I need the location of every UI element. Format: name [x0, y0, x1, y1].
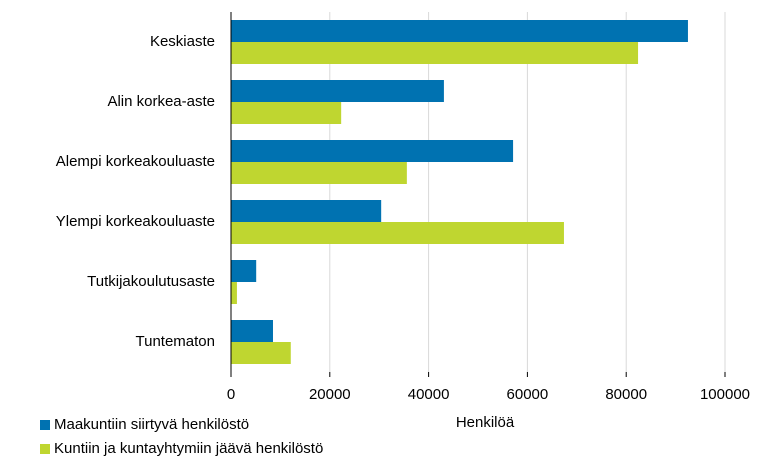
bar — [231, 80, 444, 102]
y-tick-label: Tutkijakoulutusaste — [87, 273, 215, 290]
y-tick-label: Alempi korkeakouluaste — [56, 153, 215, 170]
bar — [231, 140, 514, 162]
bar — [231, 200, 382, 222]
bar — [231, 260, 257, 282]
legend-label: Kuntiin ja kuntayhtymiin jäävä henkilöst… — [54, 440, 323, 457]
x-tick-label: 40000 — [408, 386, 450, 403]
legend-swatch — [40, 420, 50, 430]
x-tick-label: 20000 — [309, 386, 351, 403]
y-tick-label: Keskiaste — [150, 33, 215, 50]
y-tick-label: Alin korkea-aste — [107, 93, 215, 110]
bar — [231, 282, 237, 304]
bar — [231, 102, 342, 124]
x-axis-label: Henkilöä — [456, 414, 515, 431]
y-tick-label: Tuntematon — [136, 333, 216, 350]
bar — [231, 320, 273, 342]
bar — [231, 20, 688, 42]
x-tick-label: 60000 — [507, 386, 549, 403]
legend-label: Maakuntiin siirtyvä henkilöstö — [54, 416, 249, 433]
bar — [231, 222, 564, 244]
x-tick-label: 0 — [227, 386, 235, 403]
x-tick-label: 80000 — [605, 386, 647, 403]
x-tick-label: 100000 — [700, 386, 750, 403]
y-tick-label: Ylempi korkeakouluaste — [56, 213, 215, 230]
bar — [231, 342, 291, 364]
bar — [231, 42, 639, 64]
bar — [231, 162, 407, 184]
legend-swatch — [40, 444, 50, 454]
